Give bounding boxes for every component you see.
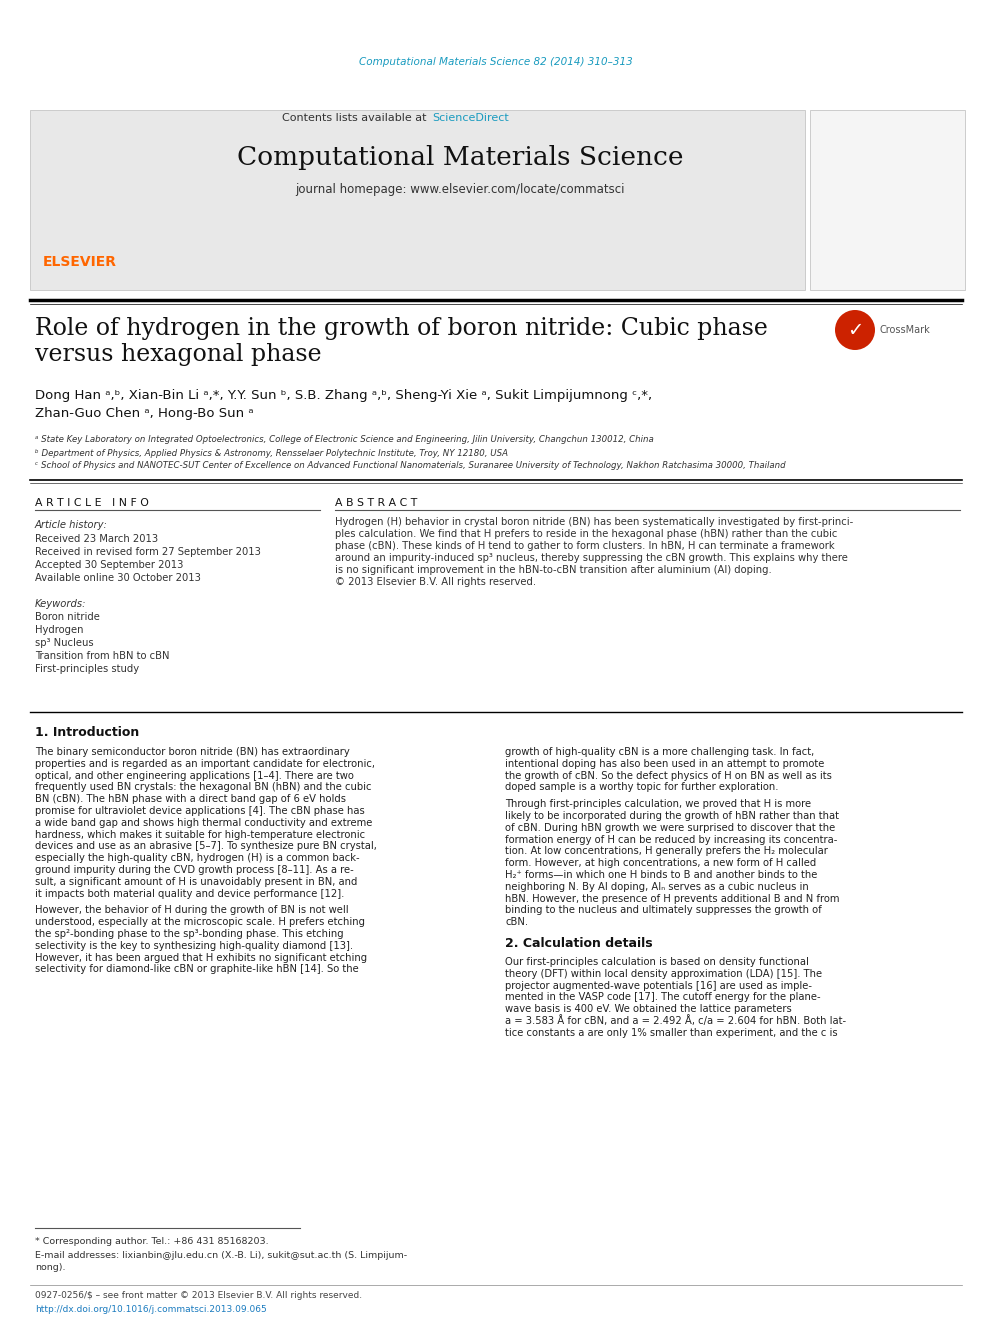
Text: the growth of cBN. So the defect physics of H on BN as well as its: the growth of cBN. So the defect physics…: [505, 770, 832, 781]
Text: growth of high-quality cBN is a more challenging task. In fact,: growth of high-quality cBN is a more cha…: [505, 747, 814, 757]
Text: ᵃ State Key Laboratory on Integrated Optoelectronics, College of Electronic Scie: ᵃ State Key Laboratory on Integrated Opt…: [35, 435, 654, 445]
Text: selectivity for diamond-like cBN or graphite-like hBN [14]. So the: selectivity for diamond-like cBN or grap…: [35, 964, 359, 975]
Bar: [30, 110, 805, 290]
Text: versus hexagonal phase: versus hexagonal phase: [35, 344, 321, 366]
Text: mented in the VASP code [17]. The cutoff energy for the plane-: mented in the VASP code [17]. The cutoff…: [505, 992, 820, 1003]
Text: Hydrogen: Hydrogen: [35, 624, 83, 635]
Text: Available online 30 October 2013: Available online 30 October 2013: [35, 573, 200, 583]
Text: ELSEVIER: ELSEVIER: [43, 255, 117, 269]
Text: frequently used BN crystals: the hexagonal BN (hBN) and the cubic: frequently used BN crystals: the hexagon…: [35, 782, 371, 792]
Text: wave basis is 400 eV. We obtained the lattice parameters: wave basis is 400 eV. We obtained the la…: [505, 1004, 792, 1015]
Text: the sp²-bonding phase to the sp³-bonding phase. This etching: the sp²-bonding phase to the sp³-bonding…: [35, 929, 343, 939]
Text: ground impurity during the CVD growth process [8–11]. As a re-: ground impurity during the CVD growth pr…: [35, 865, 354, 875]
Text: E-mail addresses: lixianbin@jlu.edu.cn (X.-B. Li), sukit@sut.ac.th (S. Limpijum-: E-mail addresses: lixianbin@jlu.edu.cn (…: [35, 1250, 407, 1259]
Text: © 2013 Elsevier B.V. All rights reserved.: © 2013 Elsevier B.V. All rights reserved…: [335, 577, 536, 587]
Text: hBN. However, the presence of H prevents additional B and N from: hBN. However, the presence of H prevents…: [505, 893, 839, 904]
Text: Role of hydrogen in the growth of boron nitride: Cubic phase: Role of hydrogen in the growth of boron …: [35, 316, 768, 340]
Text: sp³ Nucleus: sp³ Nucleus: [35, 638, 93, 648]
Text: ScienceDirect: ScienceDirect: [432, 112, 509, 123]
Text: 2. Calculation details: 2. Calculation details: [505, 938, 653, 950]
Text: likely to be incorporated during the growth of hBN rather than that: likely to be incorporated during the gro…: [505, 811, 839, 822]
Text: A B S T R A C T: A B S T R A C T: [335, 497, 418, 508]
Text: neighboring N. By Al doping, Alₙ serves as a cubic nucleus in: neighboring N. By Al doping, Alₙ serves …: [505, 882, 808, 892]
Text: The binary semiconductor boron nitride (BN) has extraordinary: The binary semiconductor boron nitride (…: [35, 747, 350, 757]
Text: journal homepage: www.elsevier.com/locate/commatsci: journal homepage: www.elsevier.com/locat…: [296, 184, 625, 197]
Text: ✓: ✓: [847, 320, 863, 340]
Text: * Corresponding author. Tel.: +86 431 85168203.: * Corresponding author. Tel.: +86 431 85…: [35, 1237, 269, 1246]
Text: tice constants a are only 1% smaller than experiment, and the c is: tice constants a are only 1% smaller tha…: [505, 1028, 837, 1037]
Text: Accepted 30 September 2013: Accepted 30 September 2013: [35, 560, 184, 570]
Text: a = 3.583 Å for cBN, and a = 2.492 Å, c/a = 2.604 for hBN. Both lat-: a = 3.583 Å for cBN, and a = 2.492 Å, c/…: [505, 1016, 846, 1027]
Text: Hydrogen (H) behavior in crystal boron nitride (BN) has been systematically inve: Hydrogen (H) behavior in crystal boron n…: [335, 517, 853, 527]
Text: However, it has been argued that H exhibits no significant etching: However, it has been argued that H exhib…: [35, 953, 367, 963]
Text: theory (DFT) within local density approximation (LDA) [15]. The: theory (DFT) within local density approx…: [505, 968, 822, 979]
Text: Article history:: Article history:: [35, 520, 108, 531]
Text: CrossMark: CrossMark: [880, 325, 930, 335]
Text: Through first-principles calculation, we proved that H is more: Through first-principles calculation, we…: [505, 799, 811, 810]
Text: 0927-0256/$ – see front matter © 2013 Elsevier B.V. All rights reserved.: 0927-0256/$ – see front matter © 2013 El…: [35, 1291, 362, 1301]
Text: binding to the nucleus and ultimately suppresses the growth of: binding to the nucleus and ultimately su…: [505, 905, 821, 916]
Text: Boron nitride: Boron nitride: [35, 613, 100, 622]
Text: phase (cBN). These kinds of H tend to gather to form clusters. In hBN, H can ter: phase (cBN). These kinds of H tend to ga…: [335, 541, 834, 550]
Text: Our first-principles calculation is based on density functional: Our first-principles calculation is base…: [505, 957, 808, 967]
Text: optical, and other engineering applications [1–4]. There are two: optical, and other engineering applicati…: [35, 770, 354, 781]
Text: around an impurity-induced sp³ nucleus, thereby suppressing the cBN growth. This: around an impurity-induced sp³ nucleus, …: [335, 553, 848, 564]
Text: selectivity is the key to synthesizing high-quality diamond [13].: selectivity is the key to synthesizing h…: [35, 941, 353, 951]
Text: ᶜ School of Physics and NANOTEC-SUT Center of Excellence on Advanced Functional : ᶜ School of Physics and NANOTEC-SUT Cent…: [35, 462, 786, 471]
Text: ᵇ Department of Physics, Applied Physics & Astronomy, Rensselaer Polytechnic Ins: ᵇ Department of Physics, Applied Physics…: [35, 448, 508, 458]
Text: Keywords:: Keywords:: [35, 599, 86, 609]
Text: Dong Han ᵃ,ᵇ, Xian-Bin Li ᵃ,*, Y.Y. Sun ᵇ, S.B. Zhang ᵃ,ᵇ, Sheng-Yi Xie ᵃ, Sukit: Dong Han ᵃ,ᵇ, Xian-Bin Li ᵃ,*, Y.Y. Sun …: [35, 389, 652, 401]
Text: cBN.: cBN.: [505, 917, 528, 927]
Text: BN (cBN). The hBN phase with a direct band gap of 6 eV holds: BN (cBN). The hBN phase with a direct ba…: [35, 794, 346, 804]
Text: Received 23 March 2013: Received 23 March 2013: [35, 534, 158, 544]
Text: understood, especially at the microscopic scale. H prefers etching: understood, especially at the microscopi…: [35, 917, 365, 927]
Circle shape: [835, 310, 875, 351]
Text: Received in revised form 27 September 2013: Received in revised form 27 September 20…: [35, 546, 261, 557]
Text: intentional doping has also been used in an attempt to promote: intentional doping has also been used in…: [505, 759, 824, 769]
Text: H₂⁺ forms—in which one H binds to B and another binds to the: H₂⁺ forms—in which one H binds to B and …: [505, 871, 817, 880]
Text: doped sample is a worthy topic for further exploration.: doped sample is a worthy topic for furth…: [505, 782, 779, 792]
Text: properties and is regarded as an important candidate for electronic,: properties and is regarded as an importa…: [35, 759, 375, 769]
Text: hardness, which makes it suitable for high-temperature electronic: hardness, which makes it suitable for hi…: [35, 830, 365, 840]
Text: form. However, at high concentrations, a new form of H called: form. However, at high concentrations, a…: [505, 859, 816, 868]
Text: ples calculation. We find that H prefers to reside in the hexagonal phase (hBN) : ples calculation. We find that H prefers…: [335, 529, 837, 538]
Text: a wide band gap and shows high thermal conductivity and extreme: a wide band gap and shows high thermal c…: [35, 818, 372, 828]
Text: devices and use as an abrasive [5–7]. To synthesize pure BN crystal,: devices and use as an abrasive [5–7]. To…: [35, 841, 377, 852]
Text: formation energy of H can be reduced by increasing its concentra-: formation energy of H can be reduced by …: [505, 835, 837, 844]
Text: http://dx.doi.org/10.1016/j.commatsci.2013.09.065: http://dx.doi.org/10.1016/j.commatsci.20…: [35, 1306, 267, 1315]
Text: Zhan-Guo Chen ᵃ, Hong-Bo Sun ᵃ: Zhan-Guo Chen ᵃ, Hong-Bo Sun ᵃ: [35, 406, 254, 419]
Text: of cBN. During hBN growth we were surprised to discover that the: of cBN. During hBN growth we were surpri…: [505, 823, 835, 832]
Text: projector augmented-wave potentials [16] are used as imple-: projector augmented-wave potentials [16]…: [505, 980, 812, 991]
Text: Computational Materials Science 82 (2014) 310–313: Computational Materials Science 82 (2014…: [359, 57, 633, 67]
Text: However, the behavior of H during the growth of BN is not well: However, the behavior of H during the gr…: [35, 905, 348, 916]
Text: 1. Introduction: 1. Introduction: [35, 725, 139, 738]
Text: tion. At low concentrations, H generally prefers the H₂ molecular: tion. At low concentrations, H generally…: [505, 847, 828, 856]
Text: nong).: nong).: [35, 1263, 65, 1273]
Text: First-principles study: First-principles study: [35, 664, 139, 673]
Text: Computational Materials Science: Computational Materials Science: [237, 146, 683, 171]
Text: especially the high-quality cBN, hydrogen (H) is a common back-: especially the high-quality cBN, hydroge…: [35, 853, 360, 863]
Text: Contents lists available at: Contents lists available at: [282, 112, 430, 123]
Text: it impacts both material quality and device performance [12].: it impacts both material quality and dev…: [35, 889, 344, 898]
Text: sult, a significant amount of H is unavoidably present in BN, and: sult, a significant amount of H is unavo…: [35, 877, 357, 886]
Bar: [810, 110, 965, 290]
Text: promise for ultraviolet device applications [4]. The cBN phase has: promise for ultraviolet device applicati…: [35, 806, 365, 816]
Text: A R T I C L E   I N F O: A R T I C L E I N F O: [35, 497, 149, 508]
Text: is no significant improvement in the hBN-to-cBN transition after aluminium (Al) : is no significant improvement in the hBN…: [335, 565, 772, 576]
Text: Transition from hBN to cBN: Transition from hBN to cBN: [35, 651, 170, 662]
